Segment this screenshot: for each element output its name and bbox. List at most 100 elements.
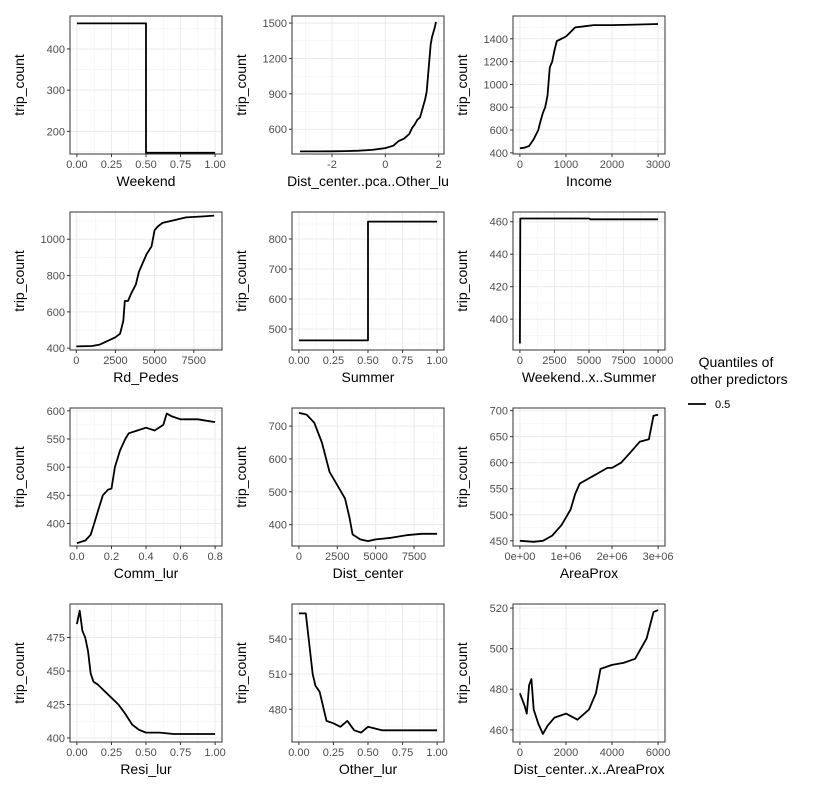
x-tick-label: 0.00 (288, 355, 309, 367)
y-tick-label: 1200 (484, 57, 508, 69)
x-tick-label: 0.8 (207, 551, 222, 563)
x-tick-label: 0.0 (69, 551, 84, 563)
panel-4: 0 2500 5000 7500 400 600 800 1000 Rd_Pedes trip_c… (11, 211, 223, 385)
series-line-0.5 (298, 612, 438, 734)
x-tick-label: 5000 (142, 355, 166, 367)
y-tick-label: 300 (47, 85, 65, 97)
x-tick-label: 1.00 (204, 747, 225, 759)
y-tick-label: 400 (47, 44, 65, 56)
series-line-0.5 (76, 609, 216, 735)
panel-2: -2 0 2 600 900 1200 1500 Dist_center..pca..Othe… (233, 15, 449, 189)
y-tick-label: 1200 (263, 53, 287, 65)
y-axis-title: trip_count (454, 446, 470, 508)
x-tick-label: 7500 (611, 355, 635, 367)
panel-10: 0.00 0.25 0.50 0.75 1.00 400 425 450 475 Resi_lur… (11, 603, 226, 777)
x-tick-label: 1e+06 (551, 551, 582, 563)
x-tick-label: 0.00 (66, 159, 87, 171)
x-tick-label: 2000 (600, 159, 624, 171)
y-tick-label: 400 (490, 148, 508, 160)
y-tick-label: 450 (47, 666, 65, 678)
y-tick-label: 520 (490, 603, 508, 615)
panel-border (69, 211, 223, 351)
y-axis-title: trip_count (11, 642, 27, 704)
y-tick-label: 450 (490, 536, 508, 548)
x-axis-title: Weekend (117, 173, 176, 189)
y-tick-label: 550 (47, 434, 65, 446)
y-axis-title: trip_count (233, 446, 249, 508)
x-tick-label: 0 (517, 355, 523, 367)
x-tick-label: 0.2 (104, 551, 119, 563)
y-tick-label: 460 (490, 725, 508, 737)
x-axis-title: Income (566, 173, 612, 189)
y-tick-label: 400 (47, 733, 65, 745)
x-tick-label: 0.4 (138, 551, 153, 563)
series-line-0.5 (519, 413, 659, 543)
y-tick-label: 1500 (263, 18, 287, 30)
x-tick-label: 0 (517, 747, 523, 759)
panel-9: 0e+00 1e+06 2e+06 3e+06 450 500 550 600 650 700 Ar… (454, 406, 674, 581)
x-tick-label: 0e+00 (504, 551, 535, 563)
x-tick-label: 2 (436, 159, 442, 171)
x-tick-label: 0.75 (392, 747, 413, 759)
x-tick-label: 5000 (363, 551, 387, 563)
y-tick-label: 600 (269, 454, 287, 466)
x-tick-label: 2500 (325, 551, 349, 563)
panel-border (512, 15, 666, 155)
x-tick-label: 0.25 (101, 747, 122, 759)
y-tick-label: 700 (490, 406, 508, 418)
x-tick-label: 0.50 (357, 747, 378, 759)
x-tick-label: 0.25 (323, 355, 344, 367)
x-tick-label: 3000 (646, 159, 670, 171)
x-axis-title: AreaProx (560, 565, 618, 581)
x-axis-title: Summer (342, 369, 395, 385)
x-tick-label: 0.50 (135, 747, 156, 759)
panel-12: 0 2000 4000 6000 460 480 500 520 Dist_center..x.… (454, 603, 670, 777)
x-tick-label: 3e+06 (643, 551, 674, 563)
legend-title-line2: other predictors (690, 371, 787, 387)
y-axis-title: trip_count (11, 54, 27, 116)
y-tick-label: 460 (490, 217, 508, 229)
x-tick-label: 6000 (646, 747, 670, 759)
y-axis-title: trip_count (233, 642, 249, 704)
panel-border (512, 407, 666, 547)
x-axis-title: Resi_lur (120, 761, 172, 777)
y-tick-label: 1000 (41, 234, 65, 246)
y-axis-title: trip_count (454, 54, 470, 116)
x-tick-label: 7500 (182, 355, 206, 367)
x-axis-title: Comm_lur (114, 565, 179, 581)
y-tick-label: 800 (490, 102, 508, 114)
y-tick-label: 400 (47, 518, 65, 530)
y-tick-label: 500 (490, 644, 508, 656)
y-tick-label: 425 (47, 699, 65, 711)
series-line-0.5 (298, 412, 438, 542)
y-tick-label: 200 (47, 126, 65, 138)
y-tick-label: 1000 (484, 79, 508, 91)
y-tick-label: 800 (269, 234, 287, 246)
series-line-0.5 (76, 22, 216, 154)
y-axis-title: trip_count (11, 446, 27, 508)
y-tick-label: 500 (269, 487, 287, 499)
y-axis-title: trip_count (233, 250, 249, 312)
x-tick-label: 0.25 (101, 159, 122, 171)
x-tick-label: 0 (382, 159, 388, 171)
x-tick-label: 0.75 (170, 747, 191, 759)
y-tick-label: 600 (47, 406, 65, 418)
x-tick-label: 0.75 (170, 159, 191, 171)
y-tick-label: 600 (269, 294, 287, 306)
x-tick-label: -2 (327, 159, 337, 171)
series-line-0.5 (519, 23, 659, 150)
x-tick-label: 0.6 (173, 551, 188, 563)
y-tick-label: 400 (47, 343, 65, 355)
x-tick-label: 1.00 (426, 355, 447, 367)
y-tick-label: 510 (269, 669, 287, 681)
x-axis-title: Dist_center (333, 565, 404, 581)
panel-6: 0 2500 5000 7500 10000 400 420 440 460 Weekend..x… (454, 211, 673, 385)
legend-title-line1: Quantiles of (699, 354, 774, 370)
legend-label: 0.5 (715, 399, 730, 411)
x-tick-label: 2500 (542, 355, 566, 367)
series-line-0.5 (300, 21, 437, 153)
x-tick-label: 0.00 (66, 747, 87, 759)
y-tick-label: 1400 (484, 34, 508, 46)
x-axis-title: Rd_Pedes (113, 369, 178, 385)
panel-border (291, 407, 445, 547)
